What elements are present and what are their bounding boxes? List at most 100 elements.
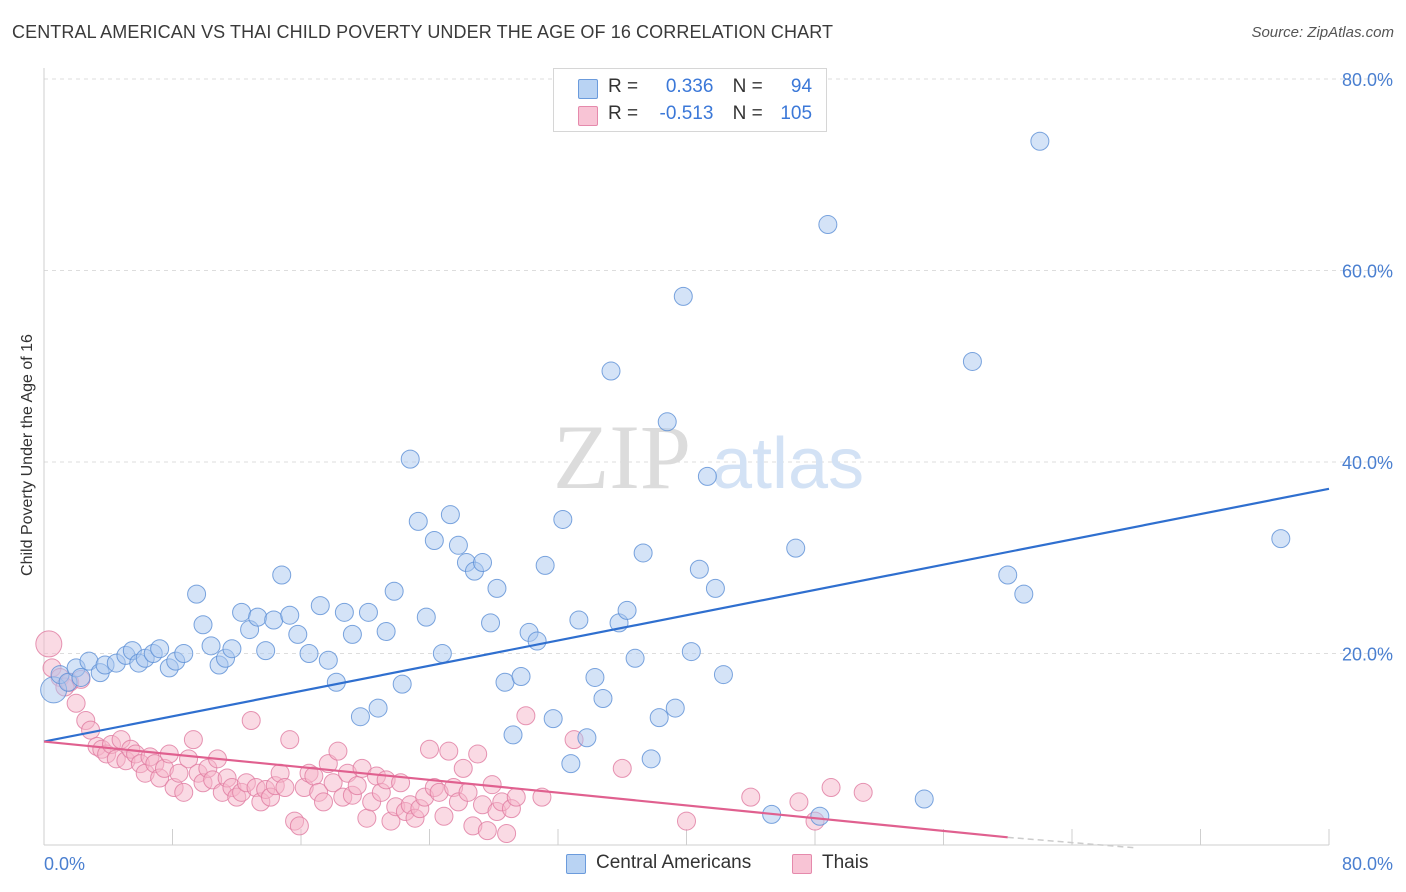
thais-point: [328, 741, 348, 761]
central-americans-point: [264, 610, 284, 630]
central-americans-point: [384, 581, 404, 601]
legend-label-thais: Thais: [822, 852, 869, 873]
y-tick-label: 80.0%: [1342, 70, 1393, 90]
thais-point: [506, 787, 526, 807]
x-tick-label-max: 80.0%: [1342, 854, 1393, 874]
legend-r-label: R =: [608, 76, 639, 97]
central-americans-point: [150, 639, 170, 659]
thais-point: [169, 763, 189, 783]
legend-n-value: 94: [790, 76, 813, 97]
central-americans-point: [962, 351, 982, 371]
legend-swatch-blue: [566, 854, 586, 874]
central-americans-point: [71, 667, 91, 687]
central-americans-point: [511, 666, 531, 686]
watermark: ZIP atlas: [553, 406, 864, 508]
central-americans-point: [633, 543, 653, 563]
central-americans-point: [248, 607, 268, 627]
thais-point: [477, 821, 497, 841]
thais-point: [174, 782, 194, 802]
chart-title: CENTRAL AMERICAN VS THAI CHILD POVERTY U…: [12, 22, 834, 42]
thais-point: [183, 730, 203, 750]
central-americans-point: [280, 605, 300, 625]
central-americans-point: [368, 698, 388, 718]
central-americans-point: [193, 615, 213, 635]
thais-point: [532, 787, 552, 807]
central-americans-point: [625, 648, 645, 668]
thais-point: [434, 806, 454, 826]
central-americans-point: [527, 631, 547, 651]
central-americans-point: [342, 624, 362, 644]
legend-r-value: 0.336: [665, 76, 714, 97]
central-americans-point: [593, 689, 613, 709]
thais-trend-line: [43, 740, 1008, 839]
central-americans-point: [998, 565, 1018, 585]
legend-swatch-pink: [792, 854, 812, 874]
thais-point: [741, 787, 761, 807]
central-americans-point: [416, 607, 436, 627]
central-americans-point: [617, 600, 637, 620]
central-americans-point: [713, 665, 733, 685]
central-americans-point: [553, 509, 573, 529]
y-tick-label: 40.0%: [1342, 453, 1393, 473]
chart-source: Source: ZipAtlas.com: [1251, 24, 1394, 41]
central-americans-point: [318, 650, 338, 670]
central-americans-point: [256, 641, 276, 661]
trend-lines: [43, 487, 1330, 849]
central-americans-point: [689, 559, 709, 579]
thais-point: [280, 730, 300, 750]
central-americans-point: [1014, 584, 1034, 604]
central-americans-point: [786, 538, 806, 558]
thais-trend-extension: [1007, 836, 1137, 849]
central-americans-point: [400, 449, 420, 469]
stats-legend: R = 0.336 N = 94 R = -0.513 N = 105: [553, 68, 827, 132]
grid-lines: [44, 78, 1392, 654]
central-americans-point: [310, 596, 330, 616]
central-americans-point: [585, 667, 605, 687]
central-americans-point: [424, 531, 444, 551]
central-americans-point: [657, 412, 677, 432]
central-americans-trend-line: [43, 487, 1330, 743]
central-americans-point: [503, 725, 523, 745]
central-americans-point: [440, 505, 460, 525]
thais-point: [420, 739, 439, 759]
series-legend: Central Americans Thais: [0, 852, 1406, 878]
central-americans-point: [473, 553, 493, 573]
x-tick-label-min: 0.0%: [44, 854, 85, 874]
central-americans-point: [222, 639, 242, 659]
central-americans-point: [569, 610, 589, 630]
central-americans-point: [201, 636, 221, 656]
thais-point: [439, 741, 459, 761]
central-americans-point: [487, 578, 507, 598]
legend-label-central-americans: Central Americans: [596, 852, 752, 873]
central-americans-point: [448, 535, 468, 555]
central-americans-point: [561, 754, 581, 774]
central-americans-point: [299, 644, 319, 663]
thais-point: [323, 773, 343, 793]
central-americans-point: [1271, 529, 1291, 549]
legend-swatch-blue: [578, 79, 598, 99]
legend-swatch-pink: [578, 106, 598, 126]
central-americans-point: [334, 602, 354, 622]
central-americans-point: [495, 672, 515, 692]
thais-point: [789, 792, 809, 812]
legend-r-value: -0.513: [659, 103, 714, 124]
legend-n-label: N =: [732, 76, 763, 97]
thais-point: [497, 824, 517, 844]
central-americans-point: [272, 565, 292, 585]
central-americans-point: [697, 466, 717, 486]
central-americans-point: [288, 624, 308, 644]
axes: [43, 68, 1330, 846]
thais-point: [275, 778, 295, 798]
central-americans-point: [641, 749, 661, 769]
central-americans-point: [535, 555, 555, 575]
thais-point: [677, 811, 696, 831]
central-americans-point: [481, 613, 501, 633]
thais-point: [853, 782, 873, 802]
y-tick-label: 60.0%: [1342, 262, 1393, 282]
central-americans-point: [432, 644, 452, 663]
central-americans-point: [392, 674, 412, 694]
central-americans-point: [232, 602, 252, 622]
central-americans-point: [705, 578, 725, 598]
thais-point: [453, 758, 473, 778]
